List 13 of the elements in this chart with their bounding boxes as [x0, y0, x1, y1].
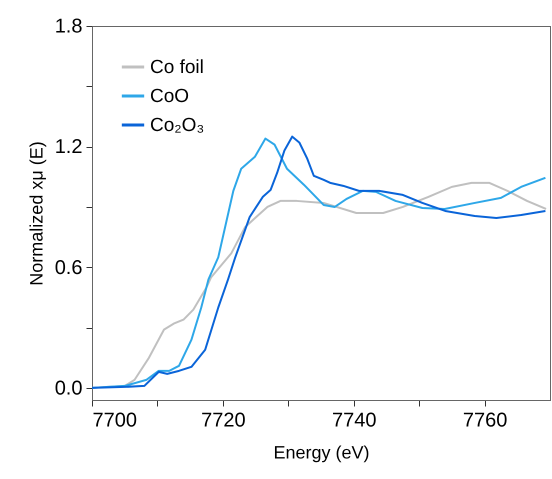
text: 0.0 [54, 377, 82, 400]
legend-label: Co₂O₃ [150, 115, 204, 136]
x-tick-label: 7760 [462, 410, 508, 432]
x-tick-label: 7740 [332, 410, 376, 432]
y-tick-label: 0.6 [54, 256, 82, 279]
x-axis-title: Energy (eV) [273, 442, 370, 462]
y-axis-title: Normalized xμ (E) [26, 141, 47, 286]
y-tick-label: 1.8 [54, 16, 82, 38]
legend-label: CoO [150, 86, 190, 107]
y-tick-label: 1.2 [54, 136, 82, 158]
legend-label: Co foil [150, 57, 204, 78]
x-tick-label: 7720 [201, 410, 246, 432]
x-tick-label: 7700 [92, 410, 137, 432]
